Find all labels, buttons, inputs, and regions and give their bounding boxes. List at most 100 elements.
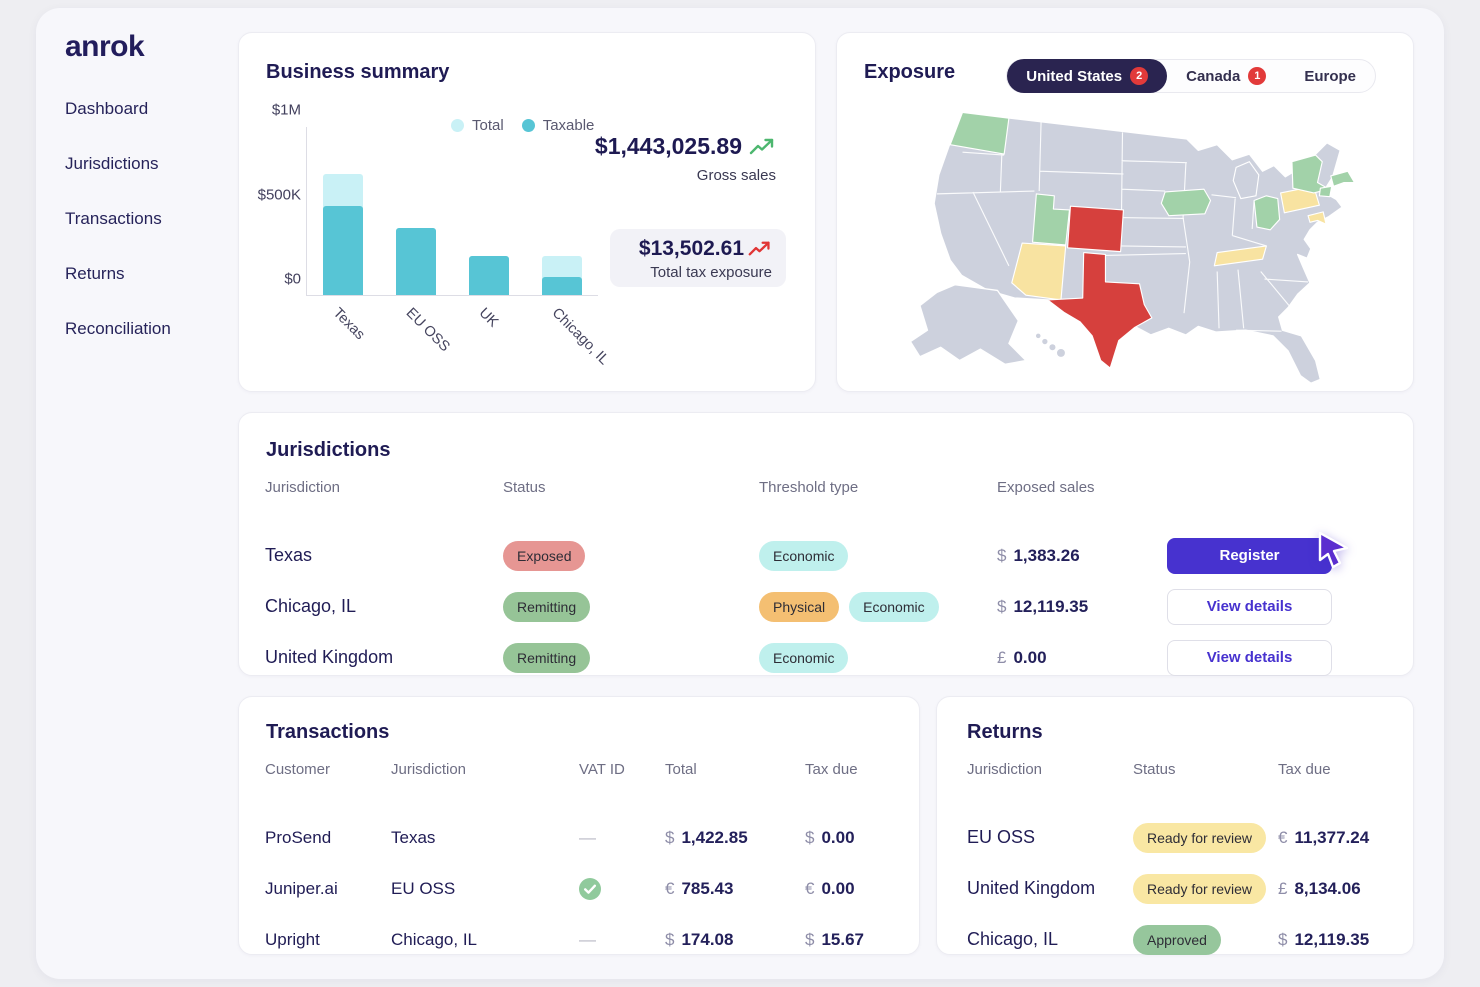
column-header: Customer xyxy=(265,761,331,778)
bar-group: Chicago, IL xyxy=(541,127,611,368)
tab-europe[interactable]: Europe xyxy=(1285,59,1375,93)
bar-taxable xyxy=(323,205,364,295)
state-MA[interactable] xyxy=(1330,170,1355,187)
view-details-button[interactable]: View details xyxy=(1167,639,1332,676)
chart-legend: Total Taxable xyxy=(451,117,594,134)
app-canvas: anrok Dashboard Jurisdictions Transactio… xyxy=(36,8,1444,979)
legend-dot-icon xyxy=(521,119,535,132)
currency-symbol: £ xyxy=(1278,878,1288,898)
chart-y-axis: $1M $500K $0 xyxy=(239,102,301,296)
mouse-cursor-icon xyxy=(1318,531,1349,569)
transactions-title: Transactions xyxy=(266,721,390,743)
brand-logo[interactable]: anrok xyxy=(65,30,145,63)
state-NY[interactable] xyxy=(1291,154,1330,194)
column-header: Jurisdiction xyxy=(265,479,341,496)
return-jurisdiction: EU OSS xyxy=(967,827,1036,847)
sidebar-item-jurisdictions[interactable]: Jurisdictions xyxy=(65,154,159,173)
transaction-total: € 785.43 xyxy=(665,878,734,898)
transactions-table: Customer Jurisdiction VAT ID Total Tax d… xyxy=(265,761,893,965)
currency-symbol: $ xyxy=(1278,929,1288,949)
vat-id-empty: — xyxy=(579,929,596,949)
state-MI xyxy=(1232,160,1260,200)
returns-table: Jurisdiction Status Tax due EU OSS Ready… xyxy=(967,761,1383,965)
tax-exposure-value: $13,502.61 xyxy=(638,237,744,260)
sidebar-item-reconciliation[interactable]: Reconciliation xyxy=(65,319,171,338)
transaction-tax-due: $ 15.67 xyxy=(805,929,865,949)
currency-symbol: € xyxy=(1278,827,1288,847)
customer-name: ProSend xyxy=(265,827,332,847)
business-summary-title: Business summary xyxy=(266,61,450,83)
state-CO[interactable] xyxy=(1067,205,1125,253)
tab-canada[interactable]: Canada 1 xyxy=(1167,59,1285,93)
check-circle-icon xyxy=(579,877,601,900)
sidebar-item-dashboard[interactable]: Dashboard xyxy=(65,99,149,118)
status-badge: Remitting xyxy=(503,591,591,622)
status-badge: Remitting xyxy=(503,642,591,673)
sidebar-item-transactions[interactable]: Transactions xyxy=(65,209,162,228)
view-details-button[interactable]: View details xyxy=(1167,588,1332,625)
tax-exposure-stat: $13,502.61 Total tax exposure xyxy=(610,229,786,287)
transaction-tax-due: $ 0.00 xyxy=(805,827,855,847)
state-IA[interactable] xyxy=(1160,188,1212,217)
bar-taxable xyxy=(541,276,582,295)
threshold-badge: Economic xyxy=(849,591,939,622)
transactions-card: Transactions Customer Jurisdiction VAT I… xyxy=(238,696,920,955)
returns-card: Returns Jurisdiction Status Tax due EU O… xyxy=(936,696,1414,955)
exposed-sales-value: $ 1,383.26 xyxy=(997,545,1080,565)
state-MD[interactable] xyxy=(1307,211,1327,225)
currency-symbol: € xyxy=(805,878,815,898)
column-header: Tax due xyxy=(805,761,858,778)
state-TN[interactable] xyxy=(1213,245,1267,267)
currency-symbol: $ xyxy=(805,929,815,949)
legend-dot-icon xyxy=(451,119,464,132)
return-tax-due: € 11,377.24 xyxy=(1278,827,1370,847)
transaction-jurisdiction: EU OSS xyxy=(391,878,456,898)
x-axis-category-label: EU OSS xyxy=(402,305,453,356)
tab-label: Europe xyxy=(1304,67,1356,85)
vat-id-empty: — xyxy=(579,827,596,847)
register-button[interactable]: Register xyxy=(1167,537,1332,574)
column-header: Threshold type xyxy=(759,479,859,496)
column-header: Jurisdiction xyxy=(967,761,1043,778)
us-exposure-map xyxy=(909,111,1355,384)
sales-bar-chart: Texas EU OSS UK Chicago, IL xyxy=(306,127,611,368)
return-status-badge: Approved xyxy=(1133,924,1221,955)
exposed-sales-value: $ 12,119.35 xyxy=(997,596,1089,616)
currency-symbol: $ xyxy=(997,596,1007,616)
exposure-card: Exposure United States 2 Canada 1 Europe xyxy=(836,32,1414,392)
state-TX[interactable] xyxy=(1047,252,1153,369)
x-axis-category-label: UK xyxy=(475,305,502,331)
state-UT[interactable] xyxy=(1031,193,1071,246)
state-WA[interactable] xyxy=(949,111,1010,155)
tab-label: United States xyxy=(1026,67,1123,85)
return-status-badge: Ready for review xyxy=(1133,873,1267,904)
sidebar-item-returns[interactable]: Returns xyxy=(65,264,125,283)
sidebar-nav: Dashboard Jurisdictions Transactions Ret… xyxy=(65,98,235,340)
state-CT[interactable] xyxy=(1318,185,1333,198)
alert-count-badge: 1 xyxy=(1248,67,1267,85)
jurisdiction-name: Texas xyxy=(265,545,313,565)
transaction-jurisdiction: Texas xyxy=(391,827,436,847)
currency-symbol: $ xyxy=(805,827,815,847)
bar-taxable xyxy=(468,256,509,295)
exposed-sales-value: £ 0.00 xyxy=(997,647,1047,667)
state-AZ[interactable] xyxy=(1011,242,1067,301)
return-tax-due: $ 12,119.35 xyxy=(1278,929,1370,949)
bar-group: UK xyxy=(468,127,509,331)
state-OH[interactable] xyxy=(1253,195,1281,231)
return-tax-due: £ 8,134.06 xyxy=(1278,878,1361,898)
jurisdictions-card: Jurisdictions Jurisdiction Status Thresh… xyxy=(238,412,1414,676)
y-axis-tick: $1M xyxy=(271,101,301,119)
threshold-badge: Economic xyxy=(759,642,849,673)
column-header: Status xyxy=(1133,761,1176,778)
currency-symbol: $ xyxy=(665,827,675,847)
gross-sales-label: Gross sales xyxy=(696,167,776,184)
alert-count-badge: 2 xyxy=(1130,67,1149,85)
tab-united-states[interactable]: United States 2 xyxy=(1007,59,1168,93)
threshold-badge: Economic xyxy=(759,540,849,571)
jurisdictions-title: Jurisdictions xyxy=(266,439,391,461)
column-header: Exposed sales xyxy=(997,479,1095,496)
status-badge: Exposed xyxy=(503,540,586,571)
column-header: Total xyxy=(665,761,697,778)
jurisdiction-name: Chicago, IL xyxy=(265,596,357,616)
